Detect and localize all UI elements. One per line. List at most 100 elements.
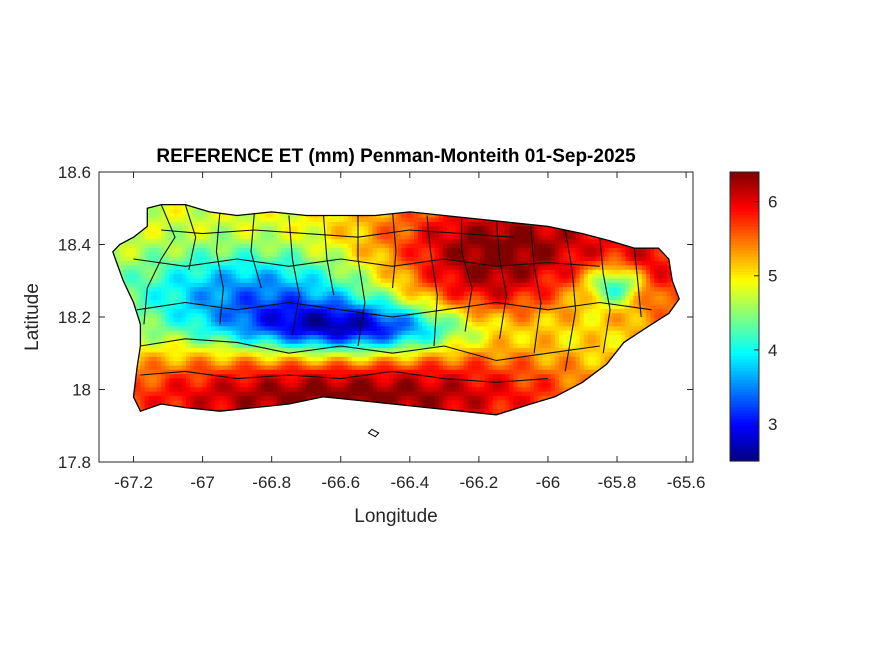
et-cell (181, 347, 187, 353)
et-cell (463, 282, 469, 288)
et-cell (289, 338, 295, 344)
et-cell (426, 369, 432, 375)
et-cell (235, 312, 241, 318)
et-cell (389, 243, 394, 248)
et-cell (181, 382, 187, 388)
et-cell (310, 251, 316, 257)
et-cell (223, 356, 228, 362)
et-cell (426, 325, 432, 331)
et-cell (335, 356, 340, 362)
et-cell (426, 404, 432, 409)
et-cell (277, 282, 282, 288)
et-cell (140, 338, 146, 344)
et-cell (128, 277, 133, 283)
et-cell (264, 251, 270, 257)
et-cell (306, 286, 311, 292)
et-cell (389, 351, 394, 357)
et-cell (202, 321, 208, 327)
et-cell (380, 273, 386, 279)
et-cell (314, 216, 320, 222)
et-cell (231, 360, 237, 366)
et-cell (194, 312, 199, 318)
et-cell (264, 303, 270, 309)
et-cell (140, 247, 146, 253)
et-cell (401, 308, 407, 314)
et-cell (165, 303, 170, 309)
et-cell (306, 312, 311, 318)
et-cell (239, 273, 245, 279)
et-cell (409, 343, 415, 349)
et-cell (268, 390, 274, 396)
et-cell (405, 334, 411, 340)
et-cell (186, 256, 191, 262)
et-cell (397, 230, 403, 235)
et-cell (136, 295, 141, 301)
et-cell (322, 312, 328, 318)
et-cell (293, 364, 299, 370)
et-cell (148, 347, 154, 353)
et-cell (173, 269, 179, 275)
et-cell (322, 364, 328, 370)
et-cell (165, 208, 170, 214)
et-cell (231, 286, 237, 292)
et-cell (235, 360, 241, 366)
et-cell (397, 356, 403, 362)
et-cell (119, 256, 125, 262)
et-cell (463, 382, 469, 388)
et-cell (418, 251, 423, 257)
et-cell (434, 343, 440, 349)
et-cell (443, 338, 448, 344)
et-cell (157, 204, 162, 209)
et-cell (181, 360, 187, 366)
et-cell (351, 260, 357, 266)
et-cell (451, 364, 456, 370)
et-cell (123, 243, 129, 248)
et-cell (347, 273, 353, 279)
et-cell (430, 347, 436, 353)
et-cell (177, 399, 183, 405)
et-cell (152, 243, 158, 248)
et-cell (206, 356, 212, 362)
et-cell (443, 386, 448, 392)
et-cell (268, 299, 274, 305)
et-cell (186, 295, 191, 301)
et-cell (190, 317, 195, 322)
et-cell (360, 256, 365, 262)
et-cell (219, 369, 224, 375)
et-cell (480, 343, 485, 349)
et-cell (244, 395, 249, 401)
et-cell (397, 377, 403, 383)
et-cell (223, 234, 228, 240)
et-cell (405, 277, 411, 283)
et-cell (165, 312, 170, 318)
et-cell (443, 221, 448, 227)
et-cell (488, 364, 494, 370)
et-cell (248, 377, 253, 383)
et-cell (335, 312, 340, 318)
et-cell (277, 343, 282, 349)
et-cell (447, 377, 452, 383)
et-cell (264, 386, 270, 392)
et-cell (206, 386, 212, 392)
et-cell (239, 373, 245, 379)
et-cell (335, 243, 340, 248)
et-cell (430, 243, 436, 248)
et-cell (426, 312, 432, 318)
et-cell (248, 212, 253, 218)
et-cell (186, 390, 191, 396)
et-cell (173, 356, 179, 362)
et-cell (397, 282, 403, 288)
et-cell (438, 369, 444, 375)
et-cell (472, 225, 477, 231)
et-cell (368, 295, 374, 301)
et-cell (331, 382, 336, 388)
et-cell (181, 356, 187, 362)
et-cell (252, 269, 257, 275)
et-cell (215, 377, 220, 383)
et-cell (223, 243, 228, 248)
et-cell (418, 390, 423, 396)
et-cell (459, 334, 465, 340)
et-cell (152, 238, 158, 244)
et-cell (215, 273, 220, 279)
et-cell (418, 351, 423, 357)
